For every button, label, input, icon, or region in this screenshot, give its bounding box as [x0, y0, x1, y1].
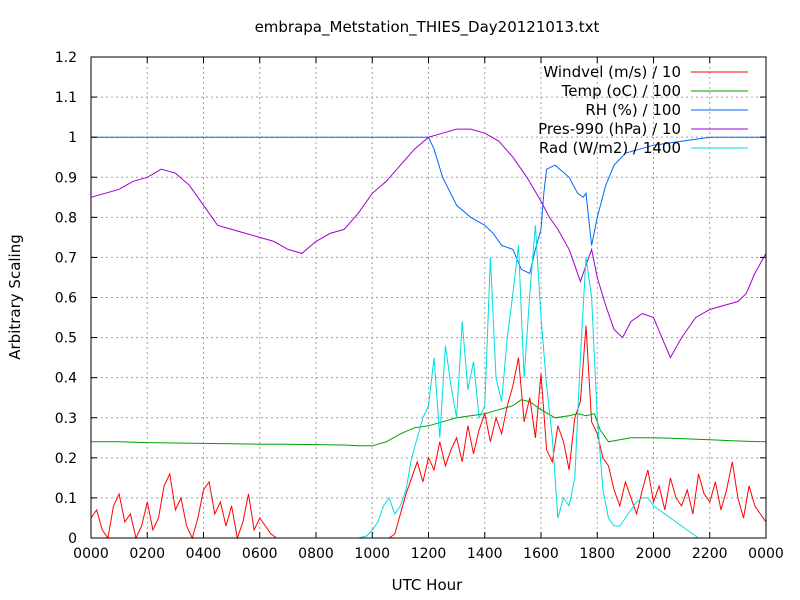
- legend-label: Windvel (m/s) / 10: [543, 63, 681, 81]
- y-tick-label: 0.2: [55, 451, 77, 467]
- x-tick-label: 1000: [354, 546, 390, 562]
- x-tick-label: 0200: [129, 546, 165, 562]
- y-tick-label: 0.5: [55, 331, 77, 347]
- x-tick-label: 1600: [523, 546, 559, 562]
- y-axis-label: Arbitrary Scaling: [6, 234, 24, 360]
- x-tick-label: 2000: [636, 546, 672, 562]
- y-tick-label: 0.4: [55, 371, 77, 387]
- y-tick-label: 0.8: [55, 210, 77, 226]
- series-line-4: [90, 128, 767, 359]
- series-line-2: [91, 399, 767, 447]
- ticks: 0000 0200 0400 0600 0800 1000 1200 1400 1600 1800…: [55, 50, 784, 562]
- x-tick-label: 1200: [411, 546, 447, 562]
- legend-label: Pres-990 (hPa) / 10: [538, 120, 681, 138]
- x-tick-label: 0800: [298, 546, 334, 562]
- chart-title: embrapa_Metstation_THIES_Day20121013.txt: [255, 18, 600, 37]
- x-tick-label: 2200: [692, 546, 728, 562]
- y-tick-label: 0.6: [55, 291, 77, 307]
- x-tick-label: 0600: [242, 546, 278, 562]
- x-tick-label: 1400: [467, 546, 503, 562]
- series-line-1: [90, 325, 767, 540]
- series-layer: [90, 128, 767, 540]
- x-tick-label: 0000: [73, 546, 109, 562]
- y-tick-label: 0: [68, 531, 77, 547]
- y-tick-label: 1.1: [55, 90, 77, 106]
- legend-label: Rad (W/m2) / 1400: [539, 139, 681, 157]
- legend-label: RH (%) / 100: [585, 101, 681, 119]
- y-tick-label: 0.9: [55, 170, 77, 186]
- x-tick-label: 1800: [579, 546, 615, 562]
- legend-label: Temp (oC) / 100: [561, 82, 681, 100]
- x-axis-label: UTC Hour: [392, 576, 463, 594]
- y-tick-label: 1: [68, 130, 77, 146]
- y-tick-label: 0.7: [55, 250, 77, 266]
- y-tick-label: 0.1: [55, 491, 77, 507]
- y-tick-label: 1.2: [55, 50, 77, 66]
- x-tick-label: 0400: [186, 546, 222, 562]
- series-line-5: [91, 225, 766, 539]
- y-tick-label: 0.3: [55, 411, 77, 427]
- x-tick-label: 0000: [748, 546, 784, 562]
